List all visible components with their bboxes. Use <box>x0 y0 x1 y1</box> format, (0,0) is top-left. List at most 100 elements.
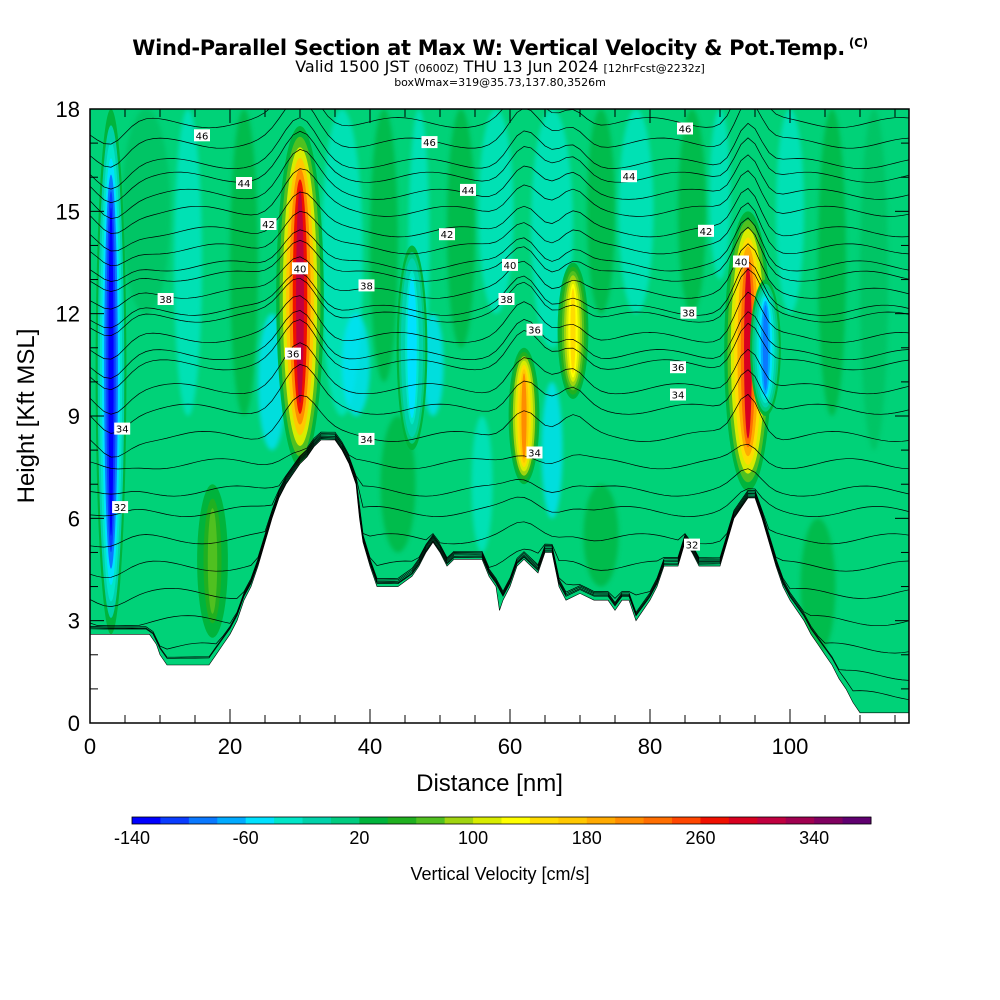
colorbar-swatch <box>842 817 872 824</box>
colorbar-swatch <box>501 817 531 824</box>
contour-label-bg <box>733 255 749 268</box>
texture-band <box>121 109 171 314</box>
colorbar-swatch <box>728 817 758 824</box>
isentrope-line <box>90 435 909 548</box>
chart-title: Wind-Parallel Section at Max W: Vertical… <box>132 36 868 60</box>
x-tick-label: 80 <box>638 734 662 759</box>
colorbar-swatch <box>473 817 502 824</box>
isentrope-line <box>90 291 909 360</box>
copyright-mark: (C) <box>848 36 868 50</box>
contour-label-text: 34 <box>116 425 129 436</box>
colorbar-swatch <box>359 817 389 824</box>
contour-label-text: 40 <box>735 258 748 269</box>
contour-label-text: 44 <box>238 179 251 190</box>
contour-label-text: 36 <box>672 363 685 374</box>
isentrope-line <box>90 202 909 267</box>
texture-band <box>541 381 563 519</box>
plot-area: 46 46 46 44 44 44 42 42 42 40 40 40 38 38 38 38 36 36 36 34… <box>90 109 909 723</box>
contour-label-bg <box>358 432 375 445</box>
contour-label-bg <box>670 388 686 401</box>
colorbar: -140 -60 20 100 180 260 340 Vertical Velocity [… <box>114 816 872 884</box>
texture-band <box>709 109 731 280</box>
contour-label-text: 38 <box>500 295 513 306</box>
contour-label-bg <box>285 347 301 360</box>
texture-band <box>422 313 444 417</box>
velocity-core <box>396 245 428 451</box>
velocity-core <box>750 279 781 416</box>
colorbar-swatch <box>387 817 417 824</box>
x-tick-label: 40 <box>358 734 382 759</box>
colorbar-swatch <box>188 817 218 824</box>
contour-label-text: 34 <box>528 449 541 460</box>
terrain <box>90 439 909 723</box>
contour-label-text: 40 <box>294 264 307 275</box>
colorbar-swatch <box>785 817 815 824</box>
valid-utc: (0600Z) <box>414 62 459 75</box>
contour-label: 46 <box>194 129 210 142</box>
colorbar-swatch <box>217 817 247 824</box>
contour-label-bg <box>526 323 543 336</box>
contour-label-text: 44 <box>623 172 636 183</box>
texture-band <box>342 313 370 417</box>
isentrope-line <box>90 217 909 282</box>
y-axis-title: Height [Kft MSL] <box>13 329 40 504</box>
texture-band <box>174 109 202 416</box>
isentrope-line <box>90 109 909 145</box>
velocity-core <box>276 126 324 468</box>
isentrope-line <box>90 168 909 234</box>
colorbar-title: Vertical Velocity [cm/s] <box>410 864 589 884</box>
colorbar-frame <box>131 816 872 825</box>
velocity-contour <box>744 263 752 439</box>
contour-label-bg <box>236 177 252 189</box>
texture-band <box>776 109 804 314</box>
isentrope-line <box>90 187 909 252</box>
contour-label: 36 <box>670 361 686 374</box>
isentrope-line <box>90 438 909 607</box>
colorbar-tick-label: 100 <box>458 828 488 848</box>
contour-label: 46 <box>677 122 693 136</box>
velocity-contour <box>762 305 769 391</box>
isentrope-line <box>90 437 909 579</box>
contour-label-bg <box>194 129 210 142</box>
contour-label-bg <box>670 361 686 374</box>
x-tick-label: 20 <box>218 734 242 759</box>
contour-label-text: 34 <box>360 435 373 446</box>
contour-label-text: 32 <box>114 503 127 514</box>
contour-label: 44 <box>236 177 252 190</box>
isentrope-line <box>90 117 909 190</box>
contour-label: 34 <box>358 432 375 446</box>
contour-label: 34 <box>670 388 686 402</box>
isentrope-line <box>90 439 909 627</box>
isentrope-line <box>90 310 909 379</box>
isentrope-line <box>90 433 909 497</box>
contour-label-text: 42 <box>441 230 454 241</box>
texture-band <box>587 109 615 314</box>
contour-label-bg <box>680 306 697 319</box>
texture-band <box>800 518 836 655</box>
contour-label-text: 36 <box>528 326 541 337</box>
contour-label-text: 40 <box>504 261 517 272</box>
velocity-contour <box>209 513 216 609</box>
colorbar-tick-label: 180 <box>572 828 602 848</box>
texture-band <box>471 416 493 553</box>
isentrope-line <box>90 440 909 654</box>
contour-label-bg <box>260 218 277 230</box>
colorbar-tick-label: -60 <box>233 828 259 848</box>
colorbar-swatch <box>586 817 616 824</box>
velocity-contour <box>570 288 576 374</box>
contour-label-bg <box>112 501 129 514</box>
colorbar-swatch <box>558 817 588 824</box>
colorbar-swatch <box>330 817 360 824</box>
colorbar-swatch <box>672 817 701 824</box>
plot-clip-group: 46 46 46 44 44 44 42 42 42 40 40 40 38 38 38 38 36 36 36 34… <box>90 109 909 723</box>
contour-label-text: 38 <box>360 281 373 292</box>
contour-label-text: 44 <box>462 186 475 197</box>
contour-label: 44 <box>621 170 637 183</box>
y-tick-label: 0 <box>68 711 80 736</box>
contour-label-text: 34 <box>672 391 685 402</box>
x-tick-label: 100 <box>772 734 809 759</box>
contour-label: 38 <box>358 279 375 292</box>
y-tick-label: 3 <box>68 609 80 634</box>
contour-label: 42 <box>260 218 277 231</box>
